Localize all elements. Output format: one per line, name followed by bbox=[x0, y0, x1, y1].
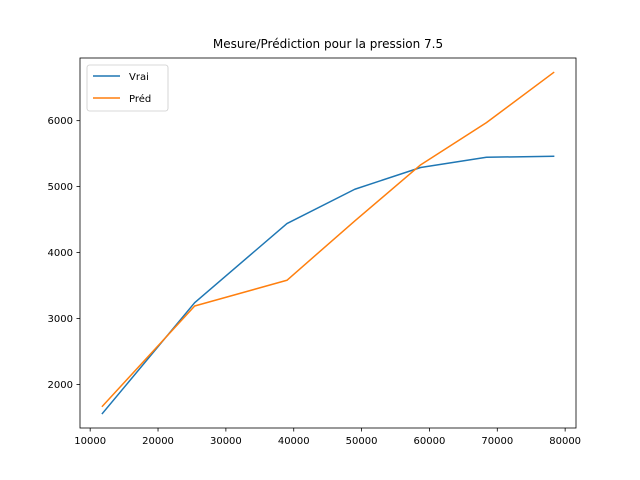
legend-box bbox=[86, 64, 169, 112]
series-layer bbox=[101, 71, 555, 415]
x-tick-label: 70000 bbox=[481, 436, 513, 447]
series-line-vrai bbox=[101, 155, 555, 415]
chart-title: Mesure/Prédiction pour la pression 7.5 bbox=[213, 37, 443, 51]
series-line-pr-d bbox=[101, 71, 555, 408]
x-tick-label: 50000 bbox=[346, 436, 378, 447]
x-axis: 10000 20000 30000 40000 50000 60000 70000 80000 bbox=[74, 428, 581, 447]
legend-label: Vrai bbox=[129, 72, 149, 83]
legend-label: Préd bbox=[129, 93, 151, 105]
x-tick-label: 80000 bbox=[549, 436, 581, 447]
x-tick-label: 60000 bbox=[414, 436, 446, 447]
plot-frame bbox=[79, 57, 577, 429]
x-tick-label: 40000 bbox=[278, 436, 310, 447]
y-tick-label: 6000 bbox=[48, 116, 73, 127]
legend: Vrai Préd bbox=[86, 64, 169, 112]
x-tick-label: 20000 bbox=[142, 436, 174, 447]
y-axis: 2000 3000 4000 5000 6000 bbox=[48, 116, 80, 391]
x-tick-label: 30000 bbox=[210, 436, 242, 447]
y-tick-label: 5000 bbox=[48, 182, 73, 193]
x-tick-label: 10000 bbox=[74, 436, 106, 447]
y-tick-label: 3000 bbox=[48, 314, 73, 325]
y-tick-label: 2000 bbox=[48, 380, 73, 391]
y-tick-label: 4000 bbox=[48, 248, 73, 259]
